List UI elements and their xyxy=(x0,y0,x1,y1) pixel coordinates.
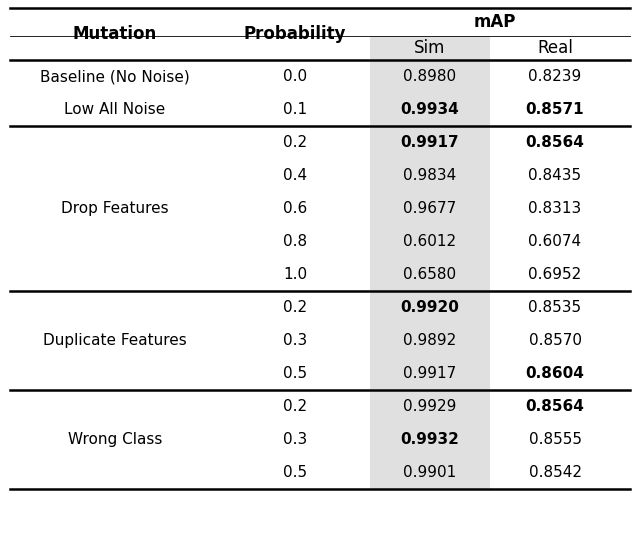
Text: Drop Features: Drop Features xyxy=(61,201,169,216)
Text: 0.8313: 0.8313 xyxy=(529,201,582,216)
Text: 0.9834: 0.9834 xyxy=(403,168,456,183)
Text: 0.2: 0.2 xyxy=(283,300,307,315)
Text: 0.5: 0.5 xyxy=(283,366,307,381)
Text: 0.9892: 0.9892 xyxy=(403,333,456,348)
Text: 0.6012: 0.6012 xyxy=(403,234,456,249)
Text: Baseline (No Noise): Baseline (No Noise) xyxy=(40,69,190,84)
Text: 0.8535: 0.8535 xyxy=(529,300,582,315)
Text: 0.8604: 0.8604 xyxy=(525,366,584,381)
Text: 0.3: 0.3 xyxy=(283,333,307,348)
Text: 0.6580: 0.6580 xyxy=(403,267,456,282)
Text: 0.8980: 0.8980 xyxy=(403,69,456,84)
Text: 0.9677: 0.9677 xyxy=(403,201,456,216)
Text: 0.8564: 0.8564 xyxy=(525,135,584,150)
Text: 0.8: 0.8 xyxy=(283,234,307,249)
Text: 0.9920: 0.9920 xyxy=(401,300,460,315)
Text: 0.9934: 0.9934 xyxy=(401,102,460,117)
Text: 0.9917: 0.9917 xyxy=(403,366,456,381)
Text: 0.8239: 0.8239 xyxy=(529,69,582,84)
Text: 0.4: 0.4 xyxy=(283,168,307,183)
Text: 0.8571: 0.8571 xyxy=(525,102,584,117)
Text: Duplicate Features: Duplicate Features xyxy=(43,333,187,348)
Text: mAP: mAP xyxy=(474,13,516,31)
Text: 0.6952: 0.6952 xyxy=(529,267,582,282)
Text: 0.2: 0.2 xyxy=(283,135,307,150)
Text: 0.9932: 0.9932 xyxy=(401,432,460,447)
Text: Sim: Sim xyxy=(414,39,445,57)
Text: 0.8555: 0.8555 xyxy=(529,432,582,447)
Text: 0.9917: 0.9917 xyxy=(401,135,460,150)
Text: 0.8435: 0.8435 xyxy=(529,168,582,183)
Text: 0.3: 0.3 xyxy=(283,432,307,447)
Text: Probability: Probability xyxy=(244,25,346,43)
Text: Wrong Class: Wrong Class xyxy=(68,432,162,447)
Text: 0.8564: 0.8564 xyxy=(525,399,584,414)
Text: Low All Noise: Low All Noise xyxy=(65,102,166,117)
Text: 0.6: 0.6 xyxy=(283,201,307,216)
Text: 1.0: 1.0 xyxy=(283,267,307,282)
Text: Real: Real xyxy=(537,39,573,57)
Text: 0.1: 0.1 xyxy=(283,102,307,117)
Text: 0.9929: 0.9929 xyxy=(403,399,457,414)
Text: Mutation: Mutation xyxy=(73,25,157,43)
Text: 0.9901: 0.9901 xyxy=(403,465,456,480)
Text: 0.8542: 0.8542 xyxy=(529,465,582,480)
Bar xyxy=(370,36,490,489)
Text: 0.6074: 0.6074 xyxy=(529,234,582,249)
Text: 0.5: 0.5 xyxy=(283,465,307,480)
Text: 0.0: 0.0 xyxy=(283,69,307,84)
Text: 0.2: 0.2 xyxy=(283,399,307,414)
Text: 0.8570: 0.8570 xyxy=(529,333,582,348)
